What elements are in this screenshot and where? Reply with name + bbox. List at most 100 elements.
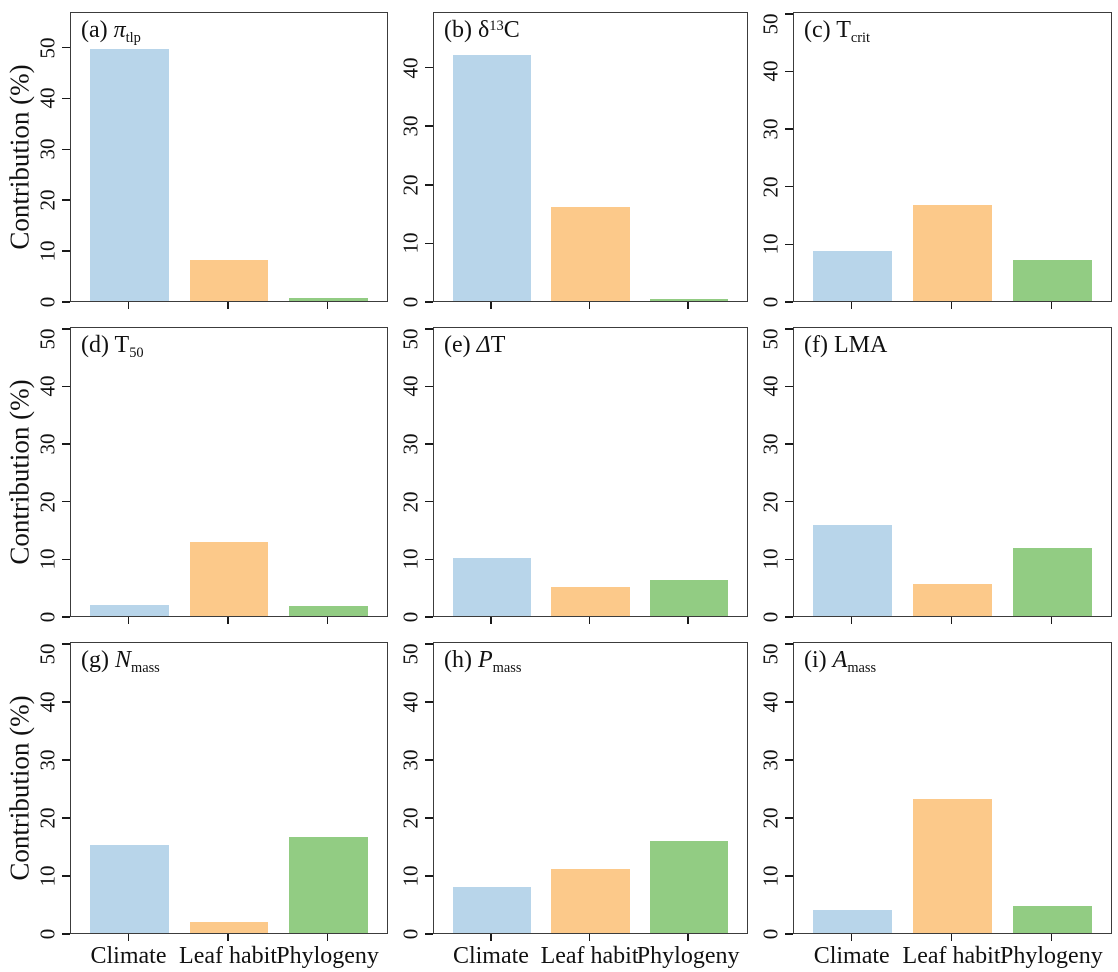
y-tick-label: 30 — [35, 749, 60, 771]
bar-phylogeny — [1012, 547, 1092, 616]
title-segment: mass — [131, 660, 160, 677]
panel-title-a: (a) πtlp — [81, 17, 141, 47]
bar-leaf-habit — [551, 587, 630, 616]
y-tick-mark — [425, 642, 433, 645]
y-tick-label: 50 — [35, 37, 60, 59]
plot-area-g: (g) Nmass — [70, 642, 388, 934]
y-tick-label: 0 — [35, 928, 60, 940]
y-tick-label: 0 — [398, 296, 423, 308]
y-tick-label: 20 — [398, 174, 423, 196]
y-tick-label: 30 — [35, 138, 60, 160]
panel-f: (f) LMA 0 10 20 30 40 50 — [748, 327, 1112, 624]
x-tick-mark — [326, 302, 329, 309]
panel-i: (i) Amass 0 10 20 30 40 50 Climate Leaf habit Phy… — [748, 642, 1112, 972]
y-tick-mark — [62, 558, 70, 561]
panel-title-i: (i) Amass — [804, 647, 877, 677]
figure-row-3: Contribution (%) (g) Nmass 0 10 20 30 40 50 Clim… — [0, 617, 1118, 972]
panel-title-c: (c) Tcrit — [804, 17, 870, 46]
y-tick-label: 0 — [398, 611, 423, 623]
bar-climate — [90, 49, 169, 301]
y-tick-label: 40 — [398, 375, 423, 397]
x-category-label: Leaf habit — [902, 943, 1001, 969]
x-category-label: Climate — [813, 943, 890, 969]
title-segment: C — [503, 17, 520, 43]
y-tick-mark — [785, 327, 793, 330]
plot-area-a: (a) πtlp — [70, 12, 388, 302]
y-tick-label: 30 — [398, 433, 423, 455]
x-tick-mark — [950, 617, 953, 624]
x-category-label: Climate — [90, 943, 167, 969]
y-axis-title: Contribution (%) — [4, 64, 35, 250]
x-tick-mark — [850, 934, 853, 941]
y-tick-label: 40 — [35, 691, 60, 713]
title-segment: tlp — [125, 30, 141, 47]
y-tick-mark — [425, 385, 433, 388]
title-segment: mass — [847, 660, 877, 677]
y-tick-label: 50 — [398, 643, 423, 665]
y-tick-mark — [785, 500, 793, 503]
y-tick-label: 0 — [758, 928, 783, 940]
y-tick-mark — [425, 875, 433, 877]
y-tick-label: 40 — [758, 375, 783, 397]
x-tick-mark — [490, 934, 492, 941]
y-tick-mark — [62, 759, 70, 761]
x-tick-mark — [687, 302, 689, 309]
x-tick-mark — [1050, 934, 1053, 941]
x-tick-mark — [588, 934, 591, 941]
panel-title-d: (d) T50 — [81, 332, 144, 362]
x-tick-mark — [588, 302, 591, 309]
y-tick-label: 30 — [758, 749, 783, 771]
y-tick-label: 10 — [758, 233, 783, 255]
panel-e: (e) ΔT 0 10 20 30 40 50 — [388, 327, 748, 624]
y-tick-mark — [785, 128, 793, 130]
y-tick-mark — [785, 875, 793, 877]
bar-leaf-habit — [551, 869, 630, 933]
x-tick-mark — [227, 302, 229, 309]
title-segment: 50 — [129, 345, 144, 362]
y-tick-mark — [62, 46, 70, 49]
bar-phylogeny — [289, 606, 368, 616]
bar-climate — [452, 887, 531, 933]
title-segment: (h) — [444, 647, 478, 673]
panel-d: Contribution (%) (d) T50 0 10 20 30 40 50 — [0, 327, 388, 624]
y-tick-label: 0 — [35, 296, 60, 308]
y-tick-mark — [425, 184, 433, 186]
bar-leaf-habit — [189, 921, 269, 933]
y-tick-label: 40 — [35, 87, 60, 109]
bar-phylogeny — [650, 299, 729, 301]
bar-phylogeny — [1012, 905, 1092, 933]
y-tick-label: 20 — [758, 807, 783, 829]
y-axis-title: Contribution (%) — [4, 695, 35, 881]
y-tick-mark — [62, 97, 70, 100]
bar-climate — [813, 524, 893, 616]
y-tick-mark — [785, 301, 793, 303]
title-segment: (a) — [81, 17, 114, 43]
title-segment: (i) — [804, 647, 833, 673]
y-tick-label: 0 — [758, 611, 783, 623]
y-tick-label: 20 — [758, 176, 783, 198]
y-tick-mark — [425, 817, 433, 819]
title-segment: (g) — [81, 647, 115, 673]
x-tick-mark — [127, 617, 130, 624]
y-tick-label: 10 — [398, 232, 423, 254]
x-tick-mark — [326, 617, 329, 624]
y-tick-label: 10 — [758, 865, 783, 887]
panel-title-b: (b) δ13C — [444, 17, 520, 43]
y-tick-label: 10 — [35, 865, 60, 887]
y-tick-mark — [62, 301, 70, 303]
title-segment: π — [113, 17, 126, 43]
title-segment: (e) — [444, 332, 477, 358]
x-tick-mark — [227, 617, 229, 624]
y-tick-label: 10 — [398, 548, 423, 570]
y-tick-label: 10 — [35, 548, 60, 570]
y-tick-mark — [425, 125, 433, 128]
title-segment: (b) δ — [444, 17, 490, 43]
y-tick-label: 50 — [35, 643, 60, 665]
y-tick-label: 20 — [398, 807, 423, 829]
bar-climate — [813, 910, 893, 933]
x-tick-mark — [1050, 302, 1053, 309]
y-tick-label: 20 — [35, 189, 60, 211]
y-tick-label: 20 — [398, 491, 423, 513]
y-tick-mark — [425, 700, 433, 703]
